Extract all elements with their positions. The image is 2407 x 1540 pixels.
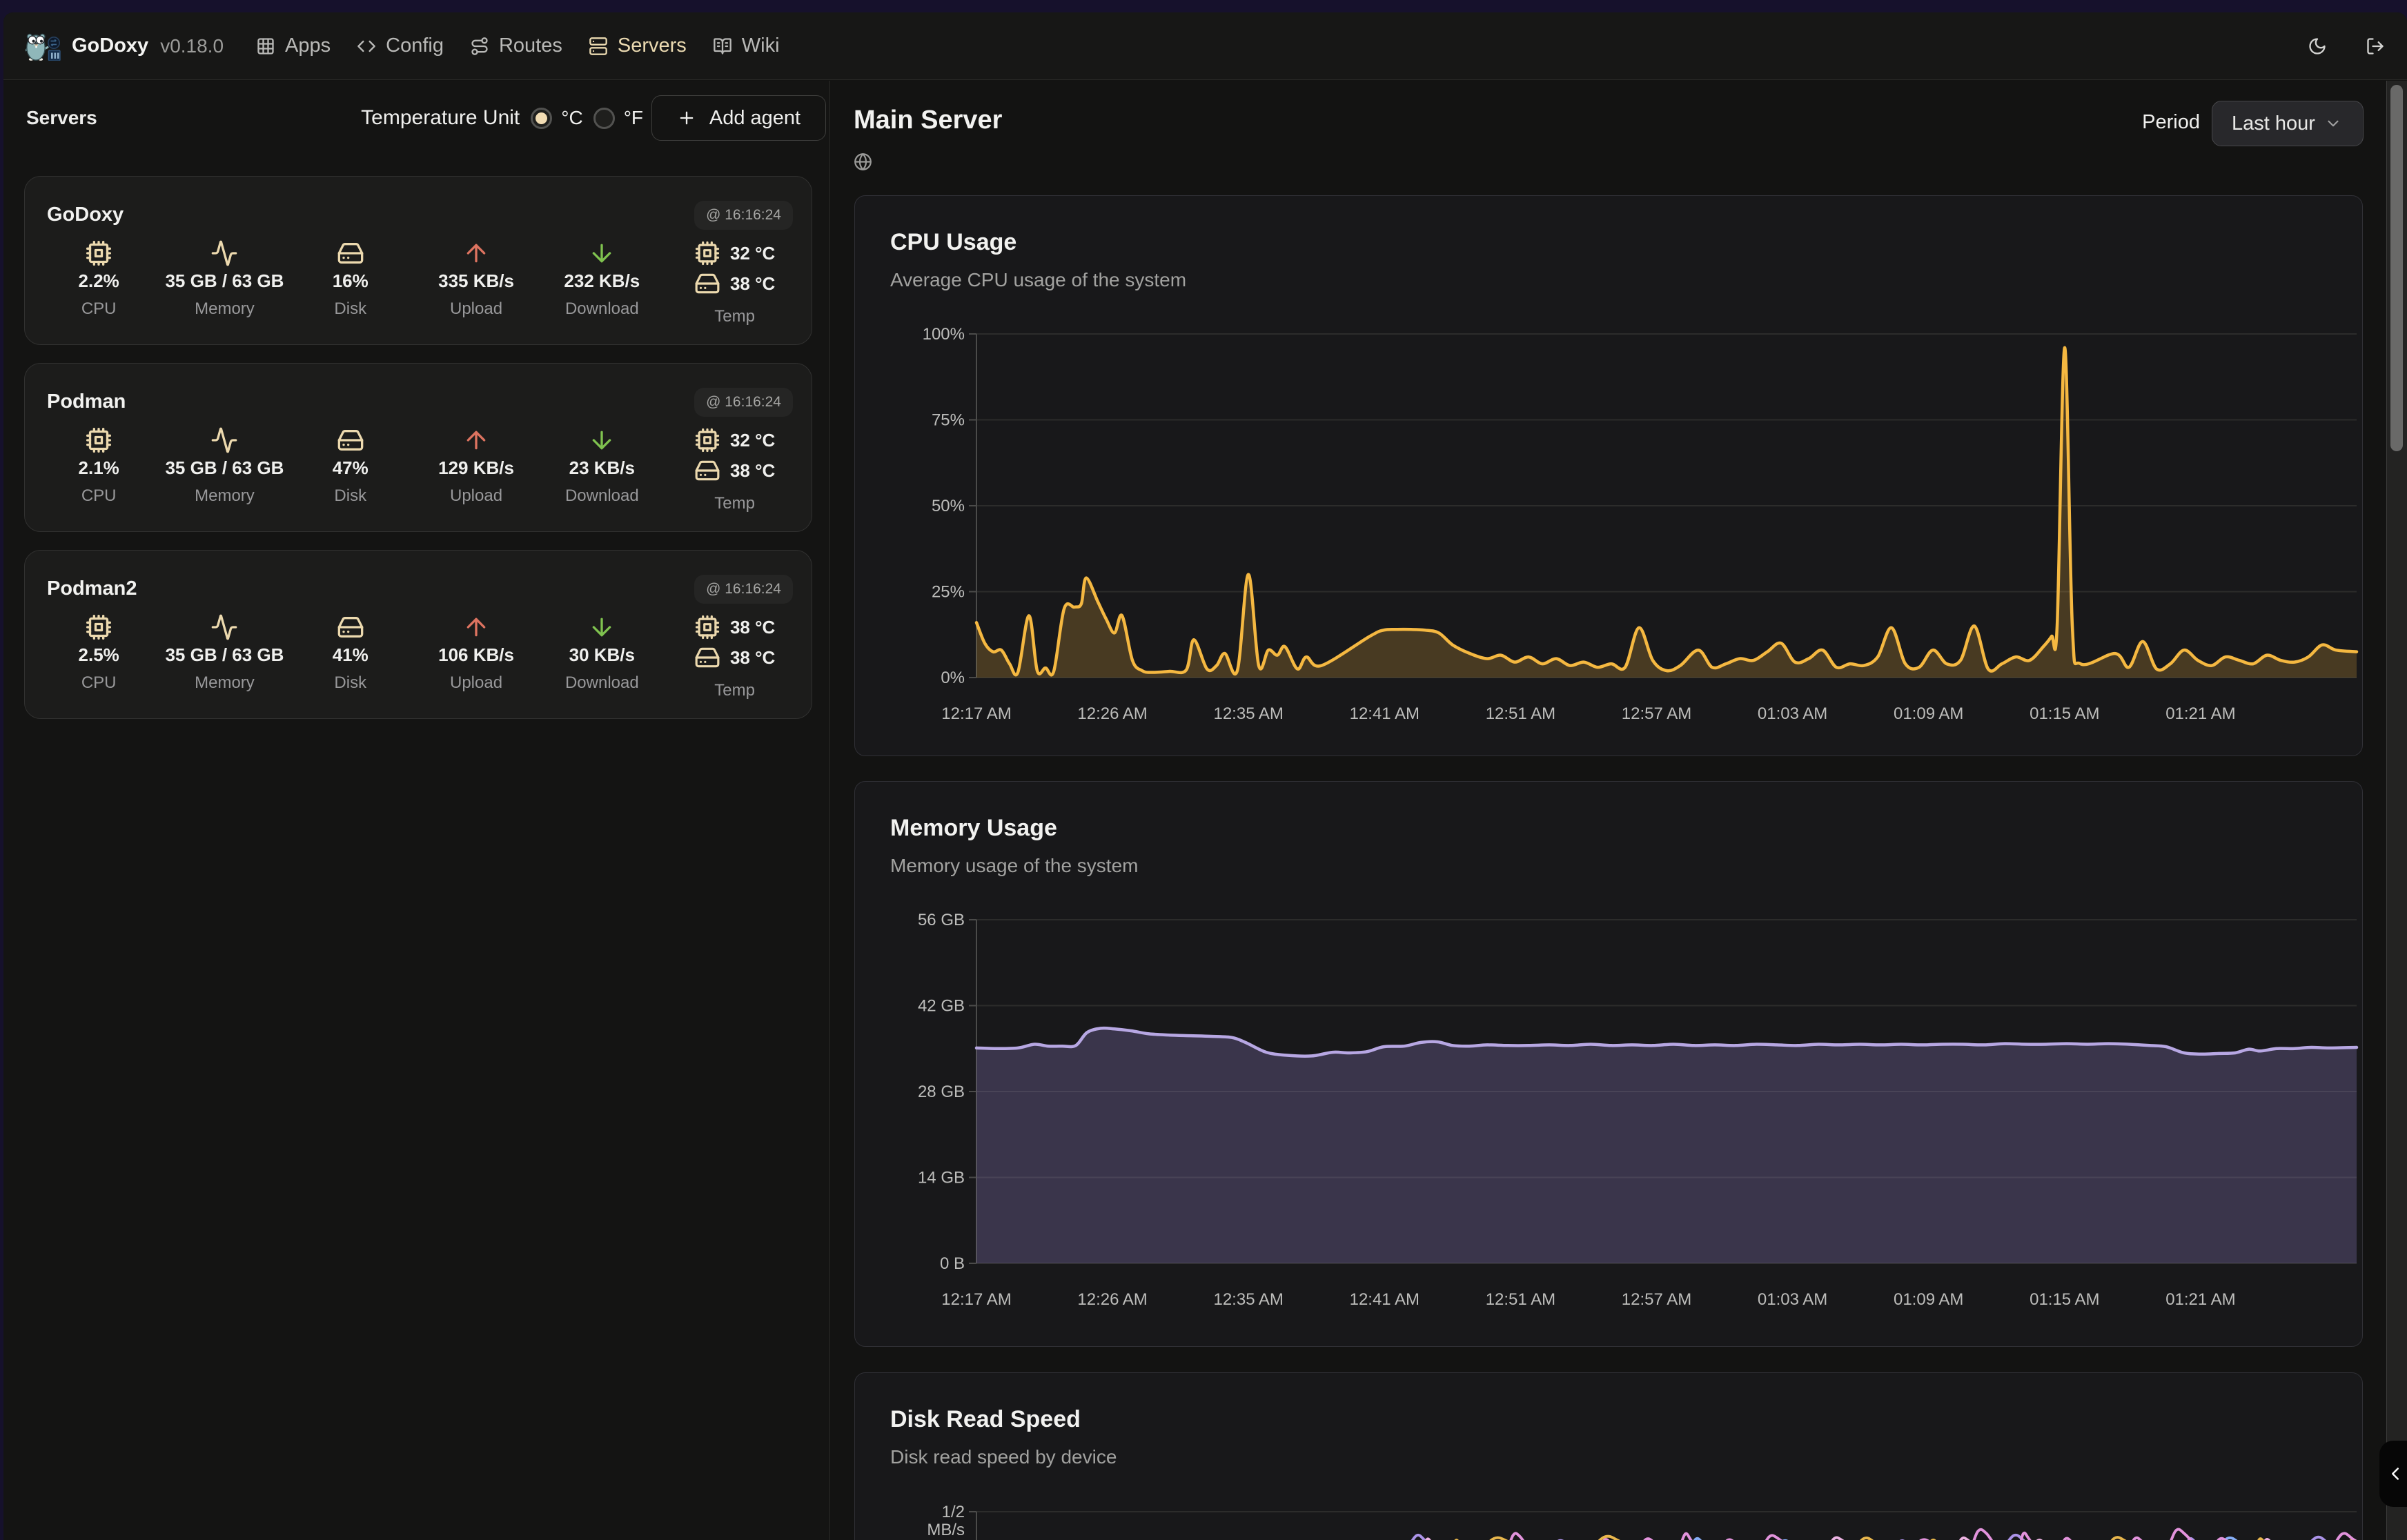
svg-text:01:09 AM: 01:09 AM	[1894, 704, 1963, 723]
svg-text:28 GB: 28 GB	[918, 1083, 965, 1101]
svg-text:12:26 AM: 12:26 AM	[1077, 704, 1147, 723]
svg-text:12:17 AM: 12:17 AM	[941, 1290, 1011, 1309]
svg-text:0%: 0%	[941, 669, 965, 687]
svg-text:12:35 AM: 12:35 AM	[1213, 1290, 1283, 1309]
svg-text:0 B: 0 B	[940, 1254, 965, 1273]
svg-text:42 GB: 42 GB	[918, 997, 965, 1016]
svg-text:12:41 AM: 12:41 AM	[1350, 704, 1419, 723]
svg-text:50%: 50%	[932, 497, 965, 515]
svg-text:1/2: 1/2	[942, 1503, 965, 1521]
svg-text:01:03 AM: 01:03 AM	[1758, 704, 1827, 723]
svg-text:12:17 AM: 12:17 AM	[941, 704, 1011, 723]
svg-text:MB/s: MB/s	[927, 1521, 965, 1539]
svg-text:25%: 25%	[932, 583, 965, 602]
svg-text:01:15 AM: 01:15 AM	[2030, 704, 2099, 723]
svg-text:75%: 75%	[932, 411, 965, 430]
svg-text:12:35 AM: 12:35 AM	[1213, 704, 1283, 723]
svg-text:100%: 100%	[923, 325, 965, 344]
svg-text:12:57 AM: 12:57 AM	[1622, 704, 1691, 723]
svg-text:01:03 AM: 01:03 AM	[1758, 1290, 1827, 1309]
svg-text:12:41 AM: 12:41 AM	[1350, 1290, 1419, 1309]
svg-text:01:09 AM: 01:09 AM	[1894, 1290, 1963, 1309]
svg-text:01:15 AM: 01:15 AM	[2030, 1290, 2099, 1309]
svg-text:01:21 AM: 01:21 AM	[2165, 1290, 2235, 1309]
svg-text:12:51 AM: 12:51 AM	[1486, 704, 1555, 723]
svg-text:12:26 AM: 12:26 AM	[1077, 1290, 1147, 1309]
svg-text:56 GB: 56 GB	[918, 911, 965, 929]
svg-text:12:57 AM: 12:57 AM	[1622, 1290, 1691, 1309]
svg-text:14 GB: 14 GB	[918, 1169, 965, 1187]
svg-text:12:51 AM: 12:51 AM	[1486, 1290, 1555, 1309]
svg-text:01:21 AM: 01:21 AM	[2165, 704, 2235, 723]
